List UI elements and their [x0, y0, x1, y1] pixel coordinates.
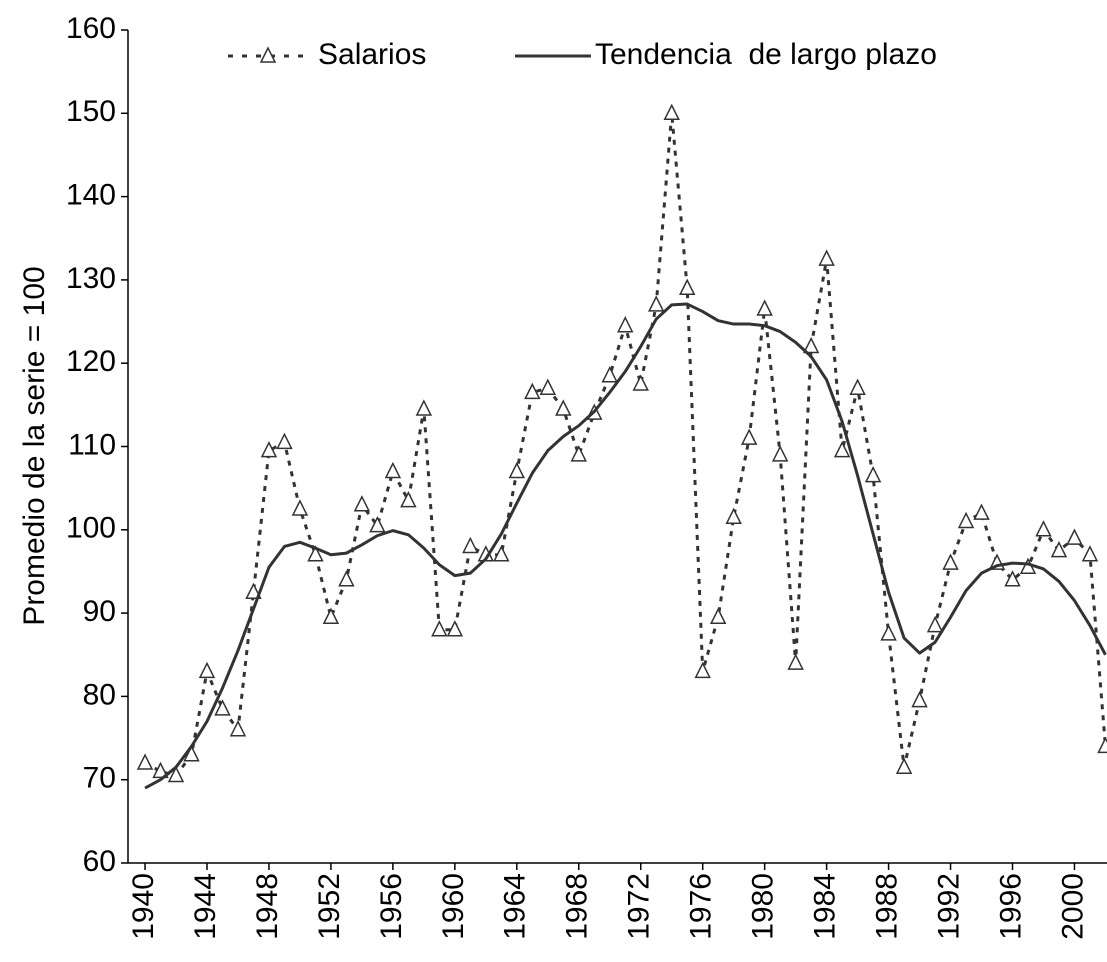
- marker: [276, 432, 293, 450]
- marker: [260, 440, 278, 458]
- x-tick-label: 1956: [375, 873, 408, 940]
- marker: [849, 378, 866, 395]
- x-tick-label: 1972: [623, 873, 656, 940]
- marker: [1066, 528, 1083, 545]
- marker: [400, 490, 417, 508]
- marker: [864, 465, 882, 483]
- marker: [1035, 520, 1052, 537]
- x-tick-label: 1992: [932, 873, 965, 940]
- marker: [942, 553, 959, 570]
- x-tick-label: 1960: [437, 873, 470, 940]
- y-tick-label: 150: [66, 95, 116, 128]
- marker: [617, 316, 634, 333]
- marker: [601, 366, 618, 383]
- marker: [694, 661, 711, 679]
- x-tick-label: 1984: [809, 873, 842, 940]
- marker: [183, 745, 200, 762]
- marker: [431, 620, 448, 637]
- marker: [338, 570, 355, 587]
- marker: [709, 607, 727, 625]
- marker: [957, 511, 975, 529]
- y-tick-label: 140: [66, 179, 116, 212]
- y-tick-label: 100: [66, 512, 116, 545]
- marker: [322, 607, 340, 625]
- marker: [446, 620, 464, 637]
- x-tick-label: 1988: [871, 873, 904, 940]
- marker: [1097, 736, 1107, 754]
- marker: [198, 661, 216, 679]
- marker: [787, 653, 804, 670]
- x-tick-label: 1980: [747, 873, 780, 940]
- marker: [307, 545, 324, 562]
- marker: [291, 499, 309, 516]
- y-tick-label: 160: [66, 12, 116, 45]
- marker: [493, 545, 510, 562]
- marker: [833, 440, 851, 458]
- marker: [771, 445, 789, 462]
- legend-marker: [259, 46, 277, 63]
- marker: [818, 249, 835, 266]
- y-tick-label: 90: [83, 595, 116, 628]
- marker: [353, 495, 371, 512]
- marker: [911, 690, 928, 708]
- marker: [756, 299, 773, 316]
- marker: [369, 515, 386, 533]
- marker: [880, 624, 897, 641]
- marker: [725, 507, 742, 525]
- marker: [1050, 540, 1068, 558]
- marker: [632, 374, 649, 391]
- marker: [895, 757, 913, 774]
- legend-label: Salarios: [318, 38, 426, 71]
- x-tick-label: 1964: [499, 873, 532, 940]
- marker: [539, 378, 557, 395]
- y-tick-label: 80: [83, 678, 116, 711]
- marker: [926, 615, 944, 633]
- marker: [570, 445, 587, 462]
- marker: [245, 582, 262, 600]
- marker: [740, 428, 758, 445]
- y-tick-label: 70: [83, 762, 116, 795]
- marker: [1004, 570, 1021, 587]
- marker: [462, 536, 479, 554]
- marker: [508, 461, 526, 479]
- x-tick-label: 1940: [127, 873, 160, 940]
- marker: [524, 382, 541, 400]
- legend-label: Tendencia de largo plazo: [595, 38, 937, 71]
- x-tick-label: 1952: [313, 873, 346, 940]
- marker: [663, 103, 680, 121]
- marker: [555, 399, 572, 416]
- marker: [678, 278, 696, 295]
- x-tick-label: 1968: [561, 873, 594, 940]
- marker: [802, 336, 820, 354]
- marker: [384, 461, 402, 479]
- x-tick-label: 2000: [1056, 873, 1089, 940]
- marker: [229, 720, 247, 737]
- marker: [973, 503, 990, 520]
- marker: [1081, 545, 1099, 562]
- marker: [648, 295, 665, 312]
- y-axis-title: Promedio de la serie = 100: [18, 266, 51, 625]
- x-tick-label: 1944: [189, 873, 222, 940]
- y-tick-label: 130: [66, 262, 116, 295]
- line-trend: [144, 302, 1107, 790]
- marker: [167, 765, 185, 783]
- y-tick-label: 120: [66, 345, 116, 378]
- marker: [136, 753, 154, 770]
- marker: [214, 699, 231, 716]
- marker: [152, 761, 169, 779]
- x-tick-label: 1948: [251, 873, 284, 940]
- y-tick-label: 60: [83, 845, 116, 878]
- x-tick-label: 1996: [994, 873, 1027, 940]
- marker: [415, 399, 433, 416]
- y-tick-label: 110: [68, 428, 116, 461]
- x-tick-label: 1976: [685, 873, 718, 940]
